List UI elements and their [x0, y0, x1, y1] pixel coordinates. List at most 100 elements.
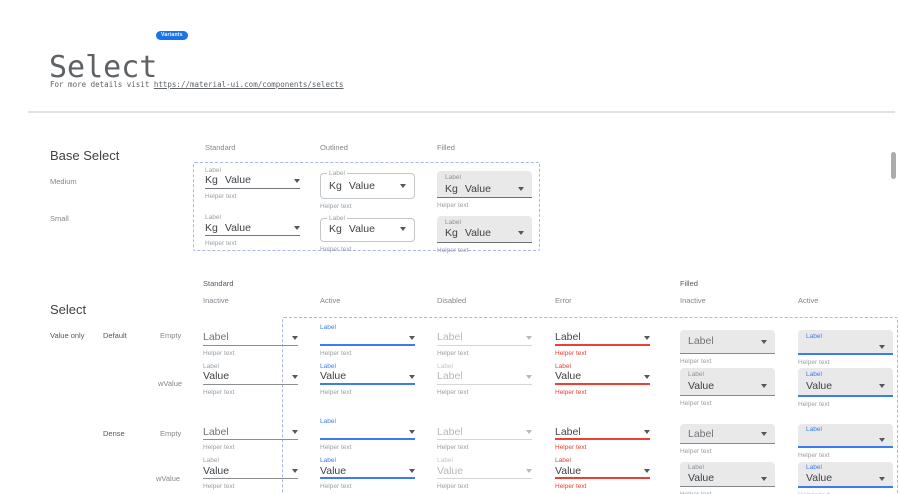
select-control[interactable]: Label: [437, 371, 532, 385]
helper-text: Helper text: [437, 202, 469, 209]
select-control[interactable]: Value: [320, 466, 415, 479]
select-control[interactable]: Label: [437, 427, 532, 440]
select-standard-disabled-default-value: Label Label Helper text: [437, 362, 532, 397]
base-select-outlined-medium: Label Kg Value Helper text: [320, 166, 415, 211]
select-control[interactable]: Label: [680, 330, 775, 354]
dropdown-arrow-icon: [644, 430, 650, 434]
helper-text: Helper text: [680, 358, 712, 365]
select-control[interactable]: Label Kg Value: [437, 171, 532, 198]
select-control[interactable]: Label Kg Value: [320, 215, 415, 242]
helper-text: Helper text: [320, 246, 352, 253]
select-control[interactable]: Label: [680, 424, 775, 444]
dropdown-arrow-icon: [292, 430, 298, 434]
base-select-filled-small: Label Kg Value Helper text: [437, 213, 532, 255]
select-control: [806, 342, 885, 351]
select-control[interactable]: Value: [437, 466, 532, 479]
floating-label: Label: [806, 464, 822, 471]
helper-text: Helper text: [437, 483, 469, 490]
select-control[interactable]: Label Value: [680, 368, 775, 396]
helper-text: Helper text: [798, 492, 893, 494]
select-control[interactable]: Label: [555, 332, 650, 346]
value-prefix: Kg: [205, 221, 218, 234]
floating-label: Label: [806, 333, 822, 340]
select-filled-active-dense-value: Label Value Helper text: [798, 456, 893, 494]
select-control[interactable]: Kg Value: [205, 221, 300, 236]
select-control[interactable]: Kg Value: [205, 175, 300, 189]
select-control[interactable]: [320, 333, 415, 346]
base-row-label-medium: Medium: [50, 177, 77, 186]
select-value: Value: [688, 380, 715, 392]
select-control: Value: [688, 380, 767, 392]
select-control[interactable]: [320, 427, 415, 440]
floating-label: Label: [806, 426, 822, 433]
dropdown-arrow-icon: [526, 430, 532, 434]
floating-label: Label: [320, 363, 336, 370]
select-control[interactable]: Label Value: [680, 462, 775, 487]
floating-label: [203, 417, 298, 427]
select-control[interactable]: Label: [437, 332, 532, 346]
select-filled-active-default-empty: Label Helper text: [798, 323, 893, 367]
select-control: Kg Value: [445, 226, 524, 240]
dropdown-arrow-icon: [526, 374, 532, 379]
select-control: Kg Value: [445, 183, 524, 195]
helper-text: Helper text: [555, 444, 587, 451]
select-control[interactable]: Label Kg Value: [320, 170, 415, 199]
variants-badge: Variants: [156, 31, 188, 40]
dropdown-arrow-icon: [409, 430, 415, 434]
select-value: Value: [806, 380, 833, 392]
value-prefix: Kg: [445, 226, 458, 239]
floating-label: Label: [437, 363, 453, 370]
select-control: [806, 435, 885, 444]
vertical-scrollbar-thumb[interactable]: [891, 152, 896, 179]
select-control[interactable]: Label: [203, 332, 298, 346]
row-label-wvalue-default: wValue: [158, 379, 183, 388]
select-component-frame-dashed-border: [282, 317, 898, 494]
select-value: Value: [203, 371, 230, 382]
select-control[interactable]: Value: [555, 466, 650, 479]
select-control: Value: [806, 473, 885, 484]
state-header-filled-inactive: Inactive: [680, 296, 706, 305]
floating-label: Label: [445, 219, 461, 226]
dropdown-arrow-icon: [526, 335, 532, 340]
helper-text: Helper text: [798, 452, 830, 459]
select-control: Value: [806, 380, 885, 392]
dropdown-arrow-icon: [409, 469, 415, 473]
helper-text: Helper text: [205, 240, 237, 247]
helper-text: Helper text: [437, 247, 469, 254]
select-value: Value: [806, 473, 833, 484]
dropdown-arrow-icon: [761, 432, 767, 436]
select-control[interactable]: Label: [203, 427, 298, 440]
select-control[interactable]: Value: [320, 371, 415, 385]
subtitle-text: For more details visit: [50, 79, 154, 89]
floating-label: Label: [203, 457, 219, 464]
helper-text: Helper text: [437, 350, 469, 357]
select-control[interactable]: Label Value: [798, 368, 893, 397]
state-header-standard-disabled: Disabled: [437, 296, 467, 305]
select-filled-inactive-default-value: Label Value Helper text: [680, 362, 775, 408]
base-select-filled-medium: Label Kg Value Helper text: [437, 166, 532, 210]
select-control[interactable]: Label: [555, 427, 650, 440]
dropdown-arrow-icon: [761, 339, 767, 344]
dropdown-arrow-icon: [879, 344, 885, 349]
helper-text: Helper text: [555, 389, 587, 396]
select-control[interactable]: Label Value: [798, 462, 893, 488]
select-control[interactable]: Label Kg Value: [437, 216, 532, 243]
dropdown-arrow-icon: [294, 178, 300, 183]
select-value: Label: [555, 426, 581, 438]
dropdown-arrow-icon: [879, 384, 885, 388]
outlined-label: Label: [327, 170, 347, 178]
select-control[interactable]: Value: [203, 466, 298, 479]
row-label-dense: Dense: [103, 429, 125, 438]
select-control[interactable]: Value: [555, 371, 650, 385]
helper-text: Helper text: [320, 483, 352, 490]
row-label-wvalue-dense: wValue: [156, 474, 181, 483]
select-filled-active-default-value: Label Value Helper text: [798, 362, 893, 409]
select-control[interactable]: Label: [798, 424, 893, 448]
select-control[interactable]: Label: [798, 330, 893, 355]
select-control[interactable]: Value: [203, 371, 298, 385]
floating-label: Label: [688, 371, 704, 378]
select-filled-inactive-default-empty: Label Helper text: [680, 323, 775, 366]
docs-link[interactable]: https://material-ui.com/components/selec…: [153, 79, 344, 89]
select-standard-error-default-empty: Label Helper text: [555, 323, 650, 358]
dropdown-arrow-icon: [292, 335, 298, 340]
